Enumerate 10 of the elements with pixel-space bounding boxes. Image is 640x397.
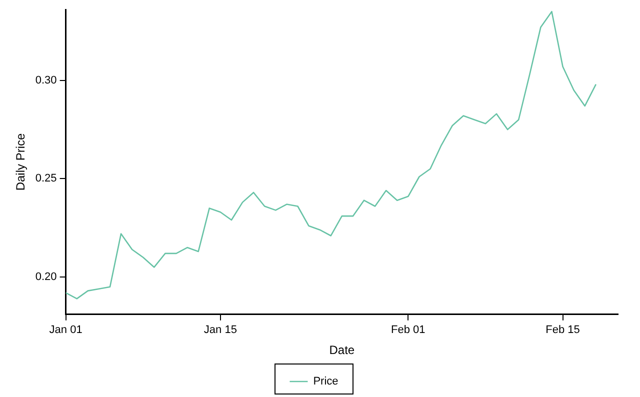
x-tick-label: Jan 15 (204, 324, 237, 336)
y-axis-title: Daily Price (14, 133, 28, 191)
x-tick-label: Feb 15 (546, 324, 580, 336)
legend-label: Price (313, 376, 338, 388)
x-axis-title: Date (329, 343, 355, 358)
y-tick-label: 0.30 (35, 74, 57, 86)
x-tick-label: Feb 01 (391, 324, 426, 336)
x-tick-label: Jan 01 (49, 324, 82, 336)
y-tick-label: 0.25 (35, 172, 57, 185)
y-tick-label: 0.20 (35, 271, 57, 284)
